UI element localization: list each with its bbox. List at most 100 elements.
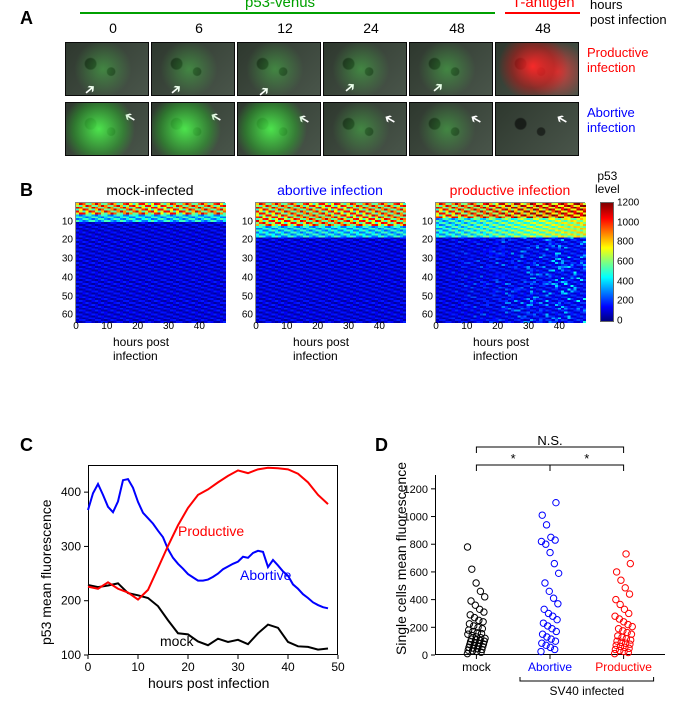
svg-text:40: 40 — [281, 660, 295, 674]
ytick: 50 — [62, 291, 73, 302]
panel-b-label: B — [20, 180, 33, 201]
arrow-icon: ➔ — [340, 77, 360, 98]
data-point — [623, 551, 629, 557]
heatmap-title-productive: productive infection — [450, 182, 571, 198]
row-abortive: ➔➔➔➔➔➔ — [65, 102, 579, 156]
svg-text:50: 50 — [331, 660, 345, 674]
xlabel-mock: hours post infection — [113, 335, 187, 363]
arrow-icon: ➔ — [121, 107, 140, 128]
xtick: 10 — [281, 321, 292, 332]
data-point — [473, 580, 479, 586]
ytick: 20 — [422, 235, 433, 246]
data-point — [550, 595, 556, 601]
category-label: mock — [462, 660, 492, 674]
row-productive-label: Productiveinfection — [587, 46, 648, 76]
ytick: 50 — [242, 291, 253, 302]
svg-text:400: 400 — [61, 485, 81, 499]
svg-text:20: 20 — [181, 660, 195, 674]
data-point — [542, 580, 548, 586]
arrow-icon: ➔ — [166, 79, 186, 100]
data-point — [555, 601, 561, 607]
microscopy-cell — [495, 42, 579, 96]
xtick: 40 — [194, 321, 205, 332]
xtick: 10 — [461, 321, 472, 332]
timepoint: 24 — [328, 20, 414, 36]
timepoint: 12 — [242, 20, 328, 36]
microscopy-cell: ➔ — [237, 102, 321, 156]
bracket-label: SV40 infected — [549, 684, 624, 698]
colorbar: 020040060080010001200 — [600, 202, 614, 322]
colorbar-tick: 200 — [617, 296, 634, 307]
microscopy-cell: ➔ — [323, 42, 407, 96]
row-abortive-label: Abortiveinfection — [587, 106, 635, 136]
colorbar-tick: 0 — [617, 316, 623, 327]
data-point — [618, 577, 624, 583]
hpi-line0: hours — [590, 0, 623, 12]
data-point — [551, 560, 557, 566]
ytick: 30 — [422, 254, 433, 265]
microscopy-cell: ➔ — [65, 42, 149, 96]
ytick: 50 — [422, 291, 433, 302]
heatmap-mock: 102030405060010203040hours post infectio… — [75, 202, 225, 322]
data-point — [622, 585, 628, 591]
panel-c: C p53 mean fluorescence 1002003004000102… — [20, 435, 360, 705]
arrow-icon: ➔ — [295, 109, 314, 130]
colorbar-tick: 1000 — [617, 217, 639, 228]
heatmap-abortive: 102030405060010203040hours post infectio… — [255, 202, 405, 322]
xtick: 40 — [374, 321, 385, 332]
microscopy-cell: ➔ — [237, 42, 321, 96]
svg-text:*: * — [584, 451, 589, 466]
row-productive: ➔➔➔➔➔ — [65, 42, 579, 96]
xlabel-abortive: hours post infection — [293, 335, 367, 363]
xtick: 30 — [523, 321, 534, 332]
svg-text:800: 800 — [410, 539, 428, 551]
microscopy-cell: ➔ — [409, 102, 493, 156]
data-point — [626, 591, 632, 597]
p53-title: p53-venus — [245, 0, 315, 11]
arrow-icon: ➔ — [428, 77, 448, 98]
data-point — [480, 619, 486, 625]
svg-text:200: 200 — [61, 594, 81, 608]
microscopy-cell: ➔ — [409, 42, 493, 96]
ytick: 20 — [242, 235, 253, 246]
arrow-icon: ➔ — [381, 109, 400, 130]
heatmap-productive: 102030405060010203040hours post infectio… — [435, 202, 585, 322]
microscopy-cell: ➔ — [495, 102, 579, 156]
colorbar-tick: 1200 — [617, 198, 639, 209]
p53-rule — [80, 12, 495, 14]
timepoint: 48 — [500, 20, 586, 36]
series-label-productive: Productive — [178, 523, 244, 539]
xtick: 30 — [343, 321, 354, 332]
ytick: 60 — [422, 310, 433, 321]
panel-d: D Single cells mean fluorescence 0200400… — [375, 435, 685, 705]
xtick: 20 — [312, 321, 323, 332]
tantigen-title: T-antigen — [512, 0, 575, 11]
timepoint: 48 — [414, 20, 500, 36]
svg-text:600: 600 — [410, 567, 428, 579]
arrow-icon: ➔ — [553, 109, 572, 130]
ytick: 60 — [242, 310, 253, 321]
xtick: 20 — [492, 321, 503, 332]
svg-text:300: 300 — [61, 539, 81, 553]
data-point — [541, 606, 547, 612]
data-point — [613, 569, 619, 575]
xtick: 20 — [132, 321, 143, 332]
data-point — [543, 522, 549, 528]
data-point — [554, 616, 560, 622]
colorbar-tick: 800 — [617, 237, 634, 248]
svg-text:0: 0 — [422, 650, 428, 662]
data-point — [553, 499, 559, 505]
series-label-abortive: Abortive — [240, 567, 291, 583]
xtick: 0 — [433, 321, 439, 332]
ytick: 10 — [242, 216, 253, 227]
hpi-label: hours post infection — [590, 0, 667, 28]
data-point — [482, 594, 488, 600]
ytick: 40 — [422, 272, 433, 283]
tantigen-rule — [505, 12, 580, 14]
microscopy-cell: ➔ — [151, 42, 235, 96]
series-label-mock: mock — [160, 633, 193, 649]
panel-c-xlabel: hours post infection — [148, 675, 269, 691]
microscopy-cell: ➔ — [323, 102, 407, 156]
ytick: 30 — [62, 254, 73, 265]
data-point — [613, 596, 619, 602]
